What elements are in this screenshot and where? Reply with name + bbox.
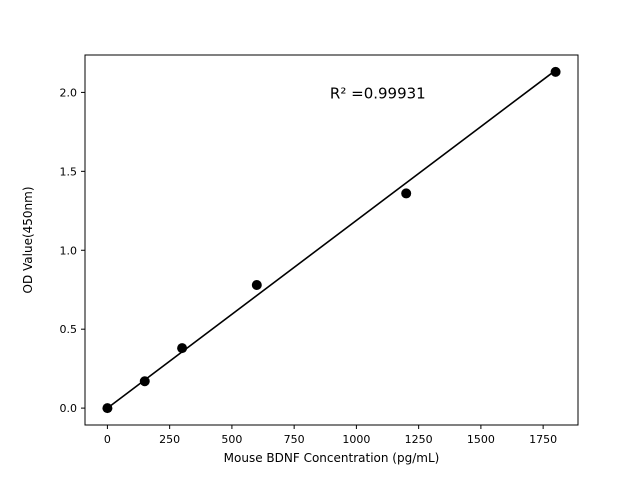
x-tick-label: 1000 [342,433,370,446]
data-point [401,188,412,199]
y-tick-label: 0.0 [60,402,78,415]
data-point [251,279,262,290]
data-point [550,66,561,77]
axes-frame [84,54,579,426]
x-tick-label: 0 [104,433,111,446]
x-tick-label: 250 [159,433,180,446]
y-axis-label: OD Value(450nm) [21,186,35,293]
x-tick-label: 500 [221,433,242,446]
y-tick-label: 2.0 [60,86,78,99]
x-tick-label: 1750 [529,433,557,446]
x-axis-label: Mouse BDNF Concentration (pg/mL) [224,451,440,465]
x-tick-label: 1250 [405,433,433,446]
y-tick-label: 1.0 [60,244,78,257]
x-tick-label: 750 [284,433,305,446]
data-point [102,403,113,414]
y-tick-label: 0.5 [60,323,78,336]
data-point [177,343,188,354]
data-point [139,376,150,387]
y-tick-label: 1.5 [60,165,78,178]
x-tick-label: 1500 [467,433,495,446]
r-squared-annotation: R² =0.99931 [330,85,426,103]
